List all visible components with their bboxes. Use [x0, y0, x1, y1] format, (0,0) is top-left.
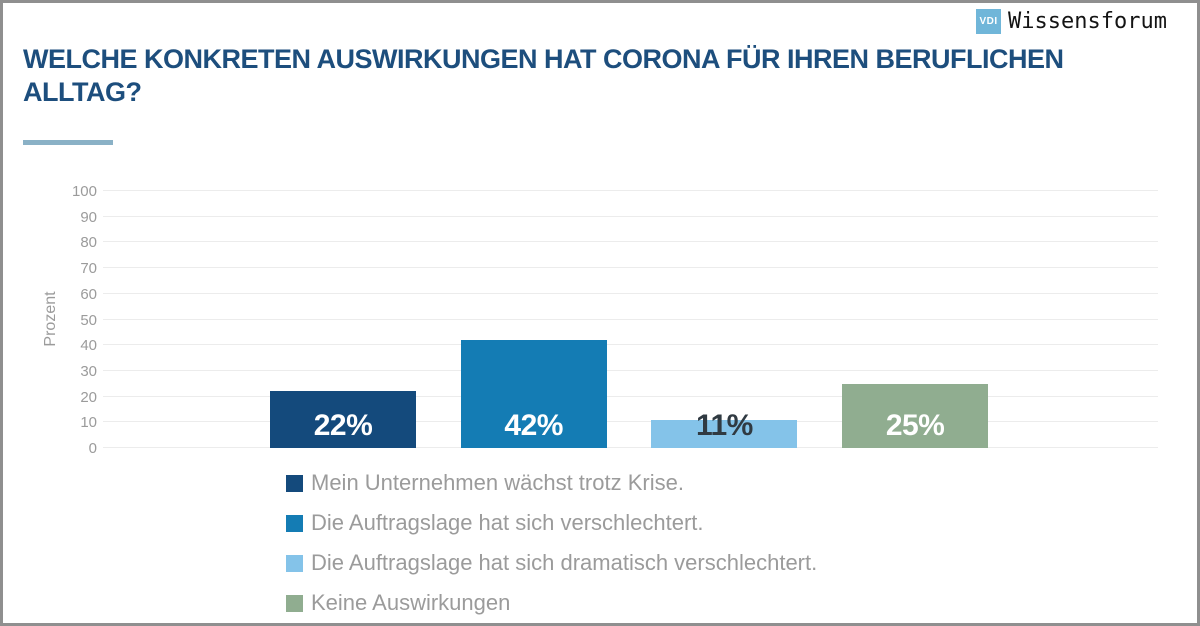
legend-item: Keine Auswirkungen	[286, 590, 817, 615]
gridline	[103, 395, 1158, 397]
y-tick-label: 90	[80, 208, 97, 226]
legend-item: Die Auftragslage hat sich verschlechtert…	[286, 510, 817, 535]
bar-value-label: 11%	[695, 409, 753, 442]
gridline	[103, 421, 1158, 423]
vdi-logo-badge: VDI	[976, 9, 1002, 34]
bar	[270, 391, 416, 448]
legend-item: Mein Unternehmen wächst trotz Krise.	[286, 470, 817, 495]
legend-swatch	[286, 514, 303, 532]
gridline	[103, 215, 1158, 217]
legend-label: Mein Unternehmen wächst trotz Krise.	[311, 470, 684, 495]
bar-value-label: 25%	[885, 409, 945, 442]
legend-label: Keine Auswirkungen	[311, 590, 511, 615]
y-tick-label: 80	[80, 234, 97, 252]
y-tick-label: 100	[71, 183, 97, 200]
gridline	[103, 318, 1158, 320]
vdi-wissensforum-logo: VDI Wissensforum	[976, 9, 1167, 34]
gridline	[103, 241, 1158, 243]
gridline	[103, 369, 1158, 371]
y-axis-tick-labels: 0 10 20 30 40 50 60 70 80 90 100	[39, 184, 97, 456]
legend-item: Die Auftragslage hat sich dramatisch ver…	[286, 550, 818, 575]
brand-name: Wissensforum	[1008, 9, 1167, 34]
bar	[460, 340, 607, 448]
bar-chart-plot-area: 22% 42% 11% 25%	[103, 190, 1158, 448]
bar	[651, 419, 798, 448]
bar-value-label: 42%	[504, 409, 563, 442]
y-tick-label: 0	[88, 440, 97, 457]
legend-label: Die Auftragslage hat sich dramatisch ver…	[311, 550, 818, 575]
gridline	[103, 344, 1158, 346]
legend-label: Die Auftragslage hat sich verschlechtert…	[311, 510, 704, 535]
y-tick-label: 40	[80, 337, 97, 355]
y-tick-label: 20	[80, 388, 97, 406]
page-title: WELCHE KONKRETEN AUSWIRKUNGEN HAT CORONA…	[23, 44, 1064, 108]
title-underline-rule	[23, 140, 113, 145]
gridline	[103, 292, 1158, 294]
gridline	[103, 190, 1158, 191]
y-tick-label: 30	[80, 362, 97, 380]
gridline	[103, 447, 1158, 448]
bar	[842, 383, 989, 448]
chart-legend: Mein Unternehmen wächst trotz Krise. Die …	[286, 470, 818, 623]
y-tick-label: 10	[80, 414, 97, 432]
y-tick-label: 50	[80, 311, 97, 329]
legend-swatch	[286, 474, 303, 492]
y-tick-label: 60	[80, 285, 97, 303]
legend-swatch	[286, 594, 303, 612]
y-tick-label: 70	[80, 260, 97, 278]
gridline	[103, 267, 1158, 269]
bar-value-label: 22%	[313, 409, 373, 442]
legend-swatch	[286, 554, 303, 572]
